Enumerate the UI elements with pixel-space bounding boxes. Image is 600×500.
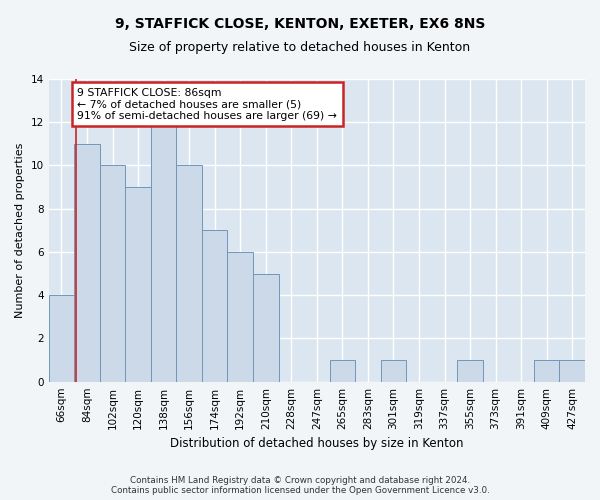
Bar	[329, 360, 355, 382]
Text: Size of property relative to detached houses in Kenton: Size of property relative to detached ho…	[130, 41, 470, 54]
Bar	[202, 230, 227, 382]
Bar	[100, 166, 125, 382]
X-axis label: Distribution of detached houses by size in Kenton: Distribution of detached houses by size …	[170, 437, 464, 450]
Bar	[74, 144, 100, 382]
Text: 9, STAFFICK CLOSE, KENTON, EXETER, EX6 8NS: 9, STAFFICK CLOSE, KENTON, EXETER, EX6 8…	[115, 18, 485, 32]
Y-axis label: Number of detached properties: Number of detached properties	[15, 142, 25, 318]
Bar	[176, 166, 202, 382]
Bar	[125, 187, 151, 382]
Bar	[151, 122, 176, 382]
Bar	[380, 360, 406, 382]
Bar	[534, 360, 559, 382]
Bar	[559, 360, 585, 382]
Bar	[49, 295, 74, 382]
Text: 9 STAFFICK CLOSE: 86sqm
← 7% of detached houses are smaller (5)
91% of semi-deta: 9 STAFFICK CLOSE: 86sqm ← 7% of detached…	[77, 88, 337, 121]
Text: Contains HM Land Registry data © Crown copyright and database right 2024.: Contains HM Land Registry data © Crown c…	[130, 476, 470, 485]
Bar	[227, 252, 253, 382]
Text: Contains public sector information licensed under the Open Government Licence v3: Contains public sector information licen…	[110, 486, 490, 495]
Bar	[457, 360, 483, 382]
Bar	[253, 274, 278, 382]
